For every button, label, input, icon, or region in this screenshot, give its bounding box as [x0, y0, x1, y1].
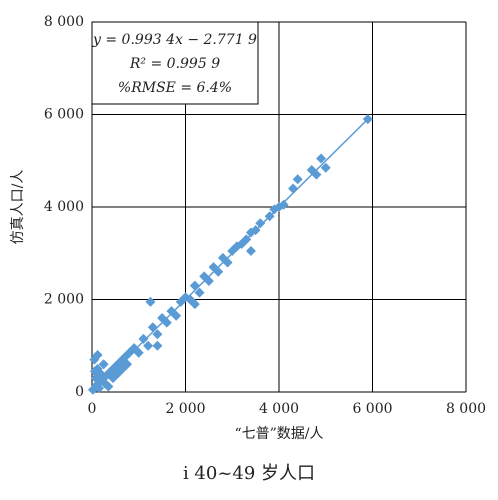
point	[320, 162, 331, 173]
point	[316, 153, 327, 164]
point	[222, 257, 233, 268]
point	[89, 366, 100, 377]
x-tick-label: 6 000	[352, 401, 392, 417]
y-axis-label: 仿真人口/人	[10, 170, 26, 245]
x-tick-label: 8 000	[446, 401, 486, 417]
point	[92, 350, 103, 360]
x-tick-label: 4 000	[259, 401, 299, 417]
annotation: R² = 0.995 9	[129, 56, 220, 72]
point	[241, 234, 252, 245]
point	[189, 299, 200, 310]
x-tick-label: 2 000	[165, 401, 205, 417]
point	[245, 245, 256, 256]
point	[362, 114, 373, 125]
point	[171, 310, 182, 321]
point	[189, 280, 200, 291]
point	[103, 381, 114, 392]
point	[133, 347, 144, 358]
y-tick-label: 2 000	[44, 292, 84, 308]
point	[98, 359, 109, 370]
annotation-box	[91, 21, 259, 105]
point	[119, 352, 130, 363]
x-tick-label: 0	[88, 401, 97, 417]
point	[255, 218, 266, 229]
point	[147, 322, 158, 333]
caption: i 40~49 岁人口	[183, 463, 315, 484]
point	[143, 340, 154, 351]
point	[203, 276, 214, 286]
point	[288, 183, 299, 194]
point	[161, 317, 172, 328]
x-axis-label: “七普”数据/人	[234, 426, 323, 442]
point	[122, 359, 133, 370]
point	[94, 383, 105, 394]
point	[145, 296, 156, 307]
y-tick-label: 8 000	[44, 14, 84, 30]
y-tick-label: 6 000	[44, 107, 84, 123]
point	[292, 174, 303, 185]
point	[194, 287, 205, 298]
point	[152, 329, 163, 340]
point	[213, 266, 224, 277]
annotation: %RMSE = 6.4%	[118, 80, 232, 96]
point	[311, 169, 322, 180]
point	[138, 333, 149, 344]
annotation: y = 0.993 4x − 2.771 9	[92, 32, 257, 48]
point	[264, 211, 275, 222]
y-tick-label: 0	[75, 384, 84, 400]
point	[250, 225, 261, 236]
y-tick-label: 4 000	[44, 199, 84, 215]
point	[278, 199, 289, 210]
point	[152, 340, 163, 351]
